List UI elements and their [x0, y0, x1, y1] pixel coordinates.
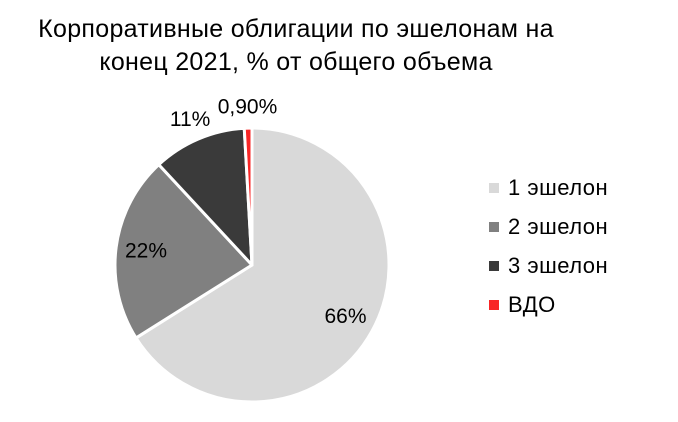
legend-swatch-2-eshelon — [489, 222, 499, 232]
legend-swatch-3-eshelon — [489, 261, 499, 271]
pie-data-label-2: 22% — [125, 240, 167, 263]
legend: 1 эшелон 2 эшелон 3 эшелон ВДО — [489, 175, 608, 318]
legend-label-3-eshelon: 3 эшелон — [508, 253, 609, 278]
legend-label-vdo: ВДО — [508, 292, 556, 317]
legend-item-3-eshelon: 3 эшелон — [489, 253, 608, 279]
legend-item-1-eshelon: 1 эшелон — [489, 175, 608, 201]
pie-data-label-1: 66% — [324, 305, 366, 328]
legend-item-2-eshelon: 2 эшелон — [489, 214, 608, 240]
pie-slice-2 — [113, 163, 254, 340]
pie-slice-4 — [242, 126, 254, 267]
chart-title-line-1: Корпоративные облигации по эшелонам на — [38, 15, 554, 43]
pie-slice-1 — [134, 126, 391, 404]
pie-data-label-3: 11% — [170, 108, 210, 131]
pie-data-label-4: 0,90% — [218, 96, 278, 119]
legend-label-2-eshelon: 2 эшелон — [508, 214, 609, 239]
pie-slice-3 — [157, 126, 254, 267]
chart-title-line-2: конец 2021, % от общего объема — [99, 48, 493, 76]
legend-swatch-vdo — [489, 300, 499, 310]
chart-title: Корпоративные облигации по эшелонам на к… — [0, 13, 592, 79]
legend-label-1-eshelon: 1 эшелон — [508, 175, 609, 200]
legend-item-vdo: ВДО — [489, 292, 608, 318]
legend-swatch-1-eshelon — [489, 183, 499, 193]
